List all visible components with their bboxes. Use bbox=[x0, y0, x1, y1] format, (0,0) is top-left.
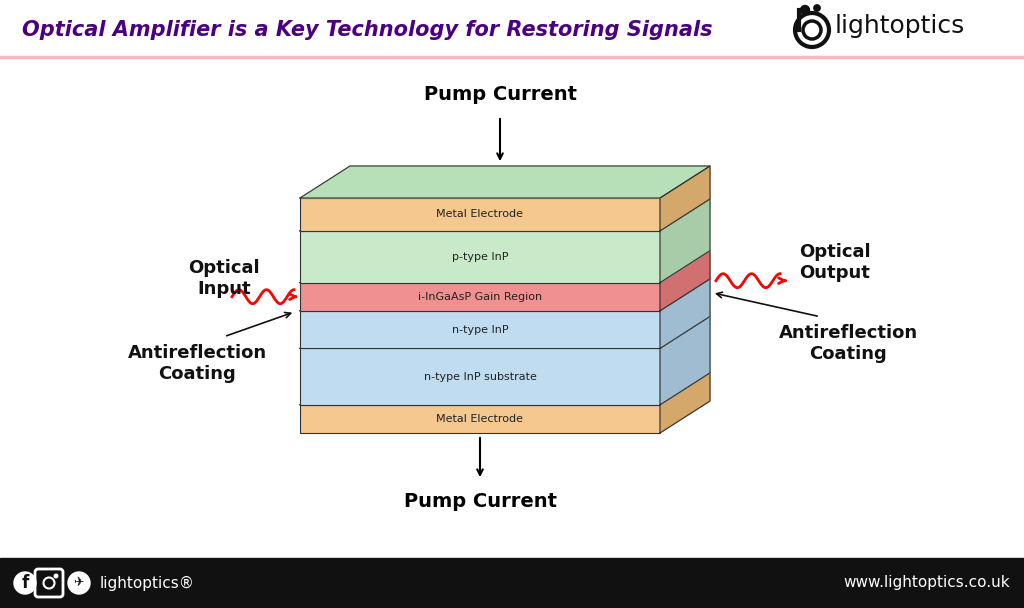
Bar bbox=[300, 311, 660, 348]
Bar bbox=[300, 405, 660, 433]
Text: Pump Current: Pump Current bbox=[424, 85, 577, 104]
Polygon shape bbox=[300, 316, 710, 348]
Text: Antireflection
Coating: Antireflection Coating bbox=[778, 324, 918, 363]
Polygon shape bbox=[300, 199, 710, 231]
Text: Metal Electrode: Metal Electrode bbox=[436, 209, 523, 219]
Polygon shape bbox=[660, 279, 710, 348]
Polygon shape bbox=[660, 199, 710, 283]
Polygon shape bbox=[300, 250, 710, 283]
Text: Optical Amplifier is a Key Technology for Restoring Signals: Optical Amplifier is a Key Technology fo… bbox=[22, 20, 713, 40]
Bar bbox=[300, 283, 660, 311]
Text: n-type InP: n-type InP bbox=[452, 325, 508, 334]
Text: n-type InP substrate: n-type InP substrate bbox=[424, 371, 537, 382]
Circle shape bbox=[14, 572, 36, 594]
Text: p-type InP: p-type InP bbox=[452, 252, 508, 262]
Text: Optical
Output: Optical Output bbox=[799, 243, 870, 282]
Text: f: f bbox=[22, 574, 29, 592]
Polygon shape bbox=[660, 316, 710, 405]
Bar bbox=[300, 231, 660, 283]
Text: lightoptics: lightoptics bbox=[835, 14, 966, 38]
Bar bbox=[300, 198, 660, 231]
Text: lightoptics®: lightoptics® bbox=[100, 576, 195, 590]
Text: ✈: ✈ bbox=[74, 576, 84, 590]
Text: Optical
Input: Optical Input bbox=[188, 259, 260, 298]
Polygon shape bbox=[300, 373, 710, 405]
Polygon shape bbox=[300, 279, 710, 311]
Text: Metal Electrode: Metal Electrode bbox=[436, 414, 523, 424]
Circle shape bbox=[814, 5, 820, 11]
Polygon shape bbox=[660, 166, 710, 231]
Polygon shape bbox=[660, 373, 710, 433]
Text: Antireflection
Coating: Antireflection Coating bbox=[127, 344, 266, 383]
Circle shape bbox=[801, 5, 810, 15]
Bar bbox=[0, 558, 1024, 608]
Text: www.lightoptics.co.uk: www.lightoptics.co.uk bbox=[844, 576, 1010, 590]
Bar bbox=[300, 348, 660, 405]
Circle shape bbox=[68, 572, 90, 594]
Polygon shape bbox=[660, 250, 710, 311]
Text: Pump Current: Pump Current bbox=[403, 492, 556, 511]
Text: i-InGaAsP Gain Region: i-InGaAsP Gain Region bbox=[418, 292, 542, 302]
Polygon shape bbox=[300, 166, 710, 198]
Circle shape bbox=[54, 574, 57, 578]
